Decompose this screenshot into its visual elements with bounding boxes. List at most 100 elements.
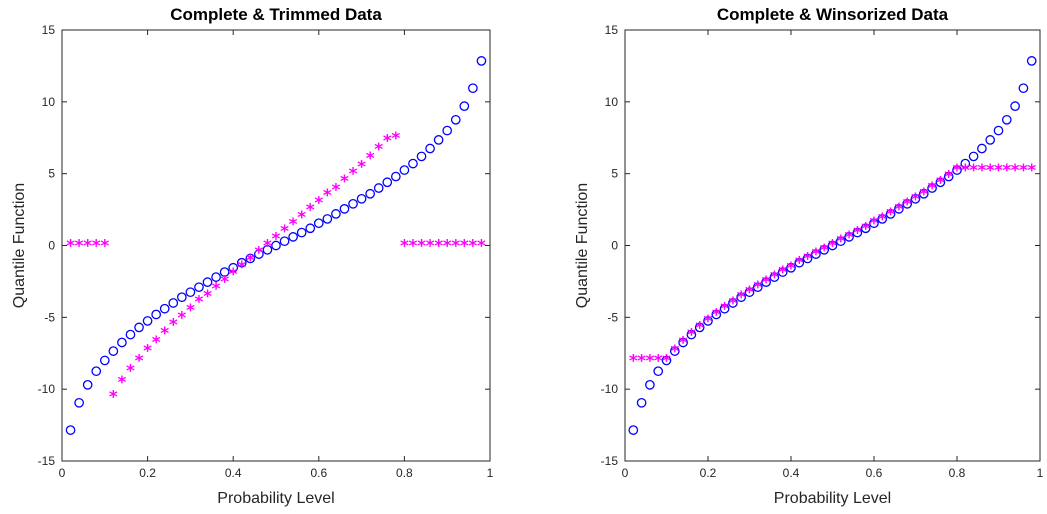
chart-2: 0 0.2 0.4 0.6 0.8 1 -15 -10 -5 0 5 10 15 Complete & W… bbox=[574, 5, 1044, 507]
data-point-asterisk: * bbox=[936, 173, 945, 193]
data-point-asterisk: * bbox=[92, 237, 101, 257]
data-point-asterisk: * bbox=[787, 259, 796, 279]
data-point-circle bbox=[468, 83, 478, 94]
data-point-circle bbox=[236, 257, 247, 268]
x-tick-label: 1 bbox=[487, 466, 494, 480]
data-point-asterisk: * bbox=[969, 161, 978, 181]
data-point-circle bbox=[305, 223, 316, 234]
data-point-asterisk: * bbox=[679, 333, 688, 353]
data-point-asterisk: * bbox=[340, 172, 349, 192]
y-tick-label: -5 bbox=[607, 310, 618, 324]
data-point-asterisk: * bbox=[66, 237, 75, 257]
data-point-asterisk: * bbox=[903, 195, 912, 215]
data-point-asterisk: * bbox=[953, 161, 962, 181]
y-axis-label: Quantile Function bbox=[574, 183, 591, 308]
data-point-asterisk: * bbox=[460, 237, 469, 257]
data-point-circle bbox=[348, 198, 358, 209]
data-point-asterisk: * bbox=[263, 237, 272, 257]
data-point-circle bbox=[910, 193, 921, 204]
y-tick-label: 15 bbox=[42, 23, 56, 37]
data-point-asterisk: * bbox=[100, 237, 109, 257]
data-point-circle bbox=[356, 193, 367, 204]
data-point-asterisk: * bbox=[160, 324, 169, 344]
data-point-asterisk: * bbox=[811, 245, 820, 265]
data-point-circle bbox=[777, 267, 788, 277]
data-point-asterisk: * bbox=[836, 232, 845, 252]
data-point-circle bbox=[390, 171, 401, 182]
data-point-asterisk: * bbox=[928, 179, 937, 199]
data-point-circle bbox=[943, 171, 954, 182]
data-point-asterisk: * bbox=[468, 237, 477, 257]
data-point-asterisk: * bbox=[845, 228, 854, 248]
data-point-circle bbox=[99, 355, 110, 366]
data-point-circle bbox=[894, 204, 904, 214]
data-point-circle bbox=[476, 56, 487, 66]
data-point-circle bbox=[271, 240, 281, 251]
data-point-circle bbox=[279, 236, 290, 247]
data-point-circle bbox=[82, 380, 93, 390]
data-point-circle bbox=[960, 158, 971, 169]
data-point-circle bbox=[365, 188, 376, 199]
data-point-circle bbox=[678, 337, 688, 348]
data-point-circle bbox=[313, 218, 324, 229]
y-tick-label: -10 bbox=[601, 382, 619, 396]
data-point-asterisk: * bbox=[828, 237, 837, 257]
data-point-circle bbox=[65, 425, 76, 435]
data-point-circle bbox=[425, 143, 435, 154]
data-point-asterisk: * bbox=[961, 161, 970, 181]
data-point-asterisk: * bbox=[289, 215, 298, 235]
data-point-asterisk: * bbox=[400, 237, 409, 257]
data-point-asterisk: * bbox=[861, 219, 870, 239]
data-point-asterisk: * bbox=[770, 268, 779, 288]
data-point-circle bbox=[450, 114, 461, 125]
data-point-circle bbox=[142, 316, 153, 326]
data-point-circle bbox=[869, 218, 879, 229]
x-axis-label: Probability Level bbox=[774, 490, 891, 507]
data-point-asterisk: * bbox=[220, 272, 229, 292]
x-axis-label: Probability Level bbox=[217, 490, 334, 507]
data-point-circle bbox=[993, 125, 1004, 136]
data-point-asterisk: * bbox=[126, 361, 135, 381]
x-tick-label: 0.4 bbox=[225, 466, 242, 480]
data-point-asterisk: * bbox=[143, 341, 152, 361]
data-point-circle bbox=[902, 198, 913, 209]
data-point-asterisk: * bbox=[374, 140, 383, 160]
data-point-asterisk: * bbox=[795, 254, 804, 274]
data-point-circle bbox=[645, 380, 655, 390]
x-tick-label: 0.2 bbox=[700, 466, 717, 480]
data-point-circle bbox=[703, 316, 713, 326]
data-point-asterisk: * bbox=[654, 351, 663, 371]
data-point-asterisk: * bbox=[237, 258, 246, 278]
data-point-circle bbox=[459, 101, 470, 111]
y-axis-label: Quantile Function bbox=[11, 183, 28, 308]
data-point-asterisk: * bbox=[443, 237, 452, 257]
data-point-asterisk: * bbox=[919, 185, 928, 205]
data-point-asterisk: * bbox=[737, 288, 746, 308]
data-point-circle bbox=[927, 183, 937, 193]
data-point-asterisk: * bbox=[911, 190, 920, 210]
data-point-circle bbox=[288, 232, 298, 242]
data-point-asterisk: * bbox=[229, 265, 238, 285]
data-point-circle bbox=[245, 253, 256, 264]
data-point-asterisk: * bbox=[662, 351, 671, 371]
data-point-asterisk: * bbox=[994, 161, 1003, 181]
data-point-asterisk: * bbox=[117, 373, 126, 393]
data-point-asterisk: * bbox=[870, 214, 879, 234]
data-point-asterisk: * bbox=[477, 237, 486, 257]
data-point-asterisk: * bbox=[434, 237, 443, 257]
data-point-circle bbox=[744, 287, 755, 298]
data-point-asterisk: * bbox=[246, 251, 255, 271]
data-point-asterisk: * bbox=[152, 333, 161, 353]
y-tick-label: -15 bbox=[601, 454, 619, 468]
y-tick-label: 10 bbox=[605, 95, 619, 109]
y-tick-label: -10 bbox=[38, 382, 56, 396]
data-point-circle bbox=[322, 214, 333, 224]
data-point-circle bbox=[185, 287, 196, 298]
data-point-asterisk: * bbox=[886, 205, 895, 225]
data-point-circle bbox=[786, 262, 796, 273]
data-point-circle bbox=[219, 267, 230, 277]
series-asterisk: ****************************************… bbox=[66, 129, 486, 408]
data-point-circle bbox=[373, 183, 384, 193]
data-point-asterisk: * bbox=[366, 149, 375, 169]
data-point-asterisk: * bbox=[186, 301, 195, 321]
